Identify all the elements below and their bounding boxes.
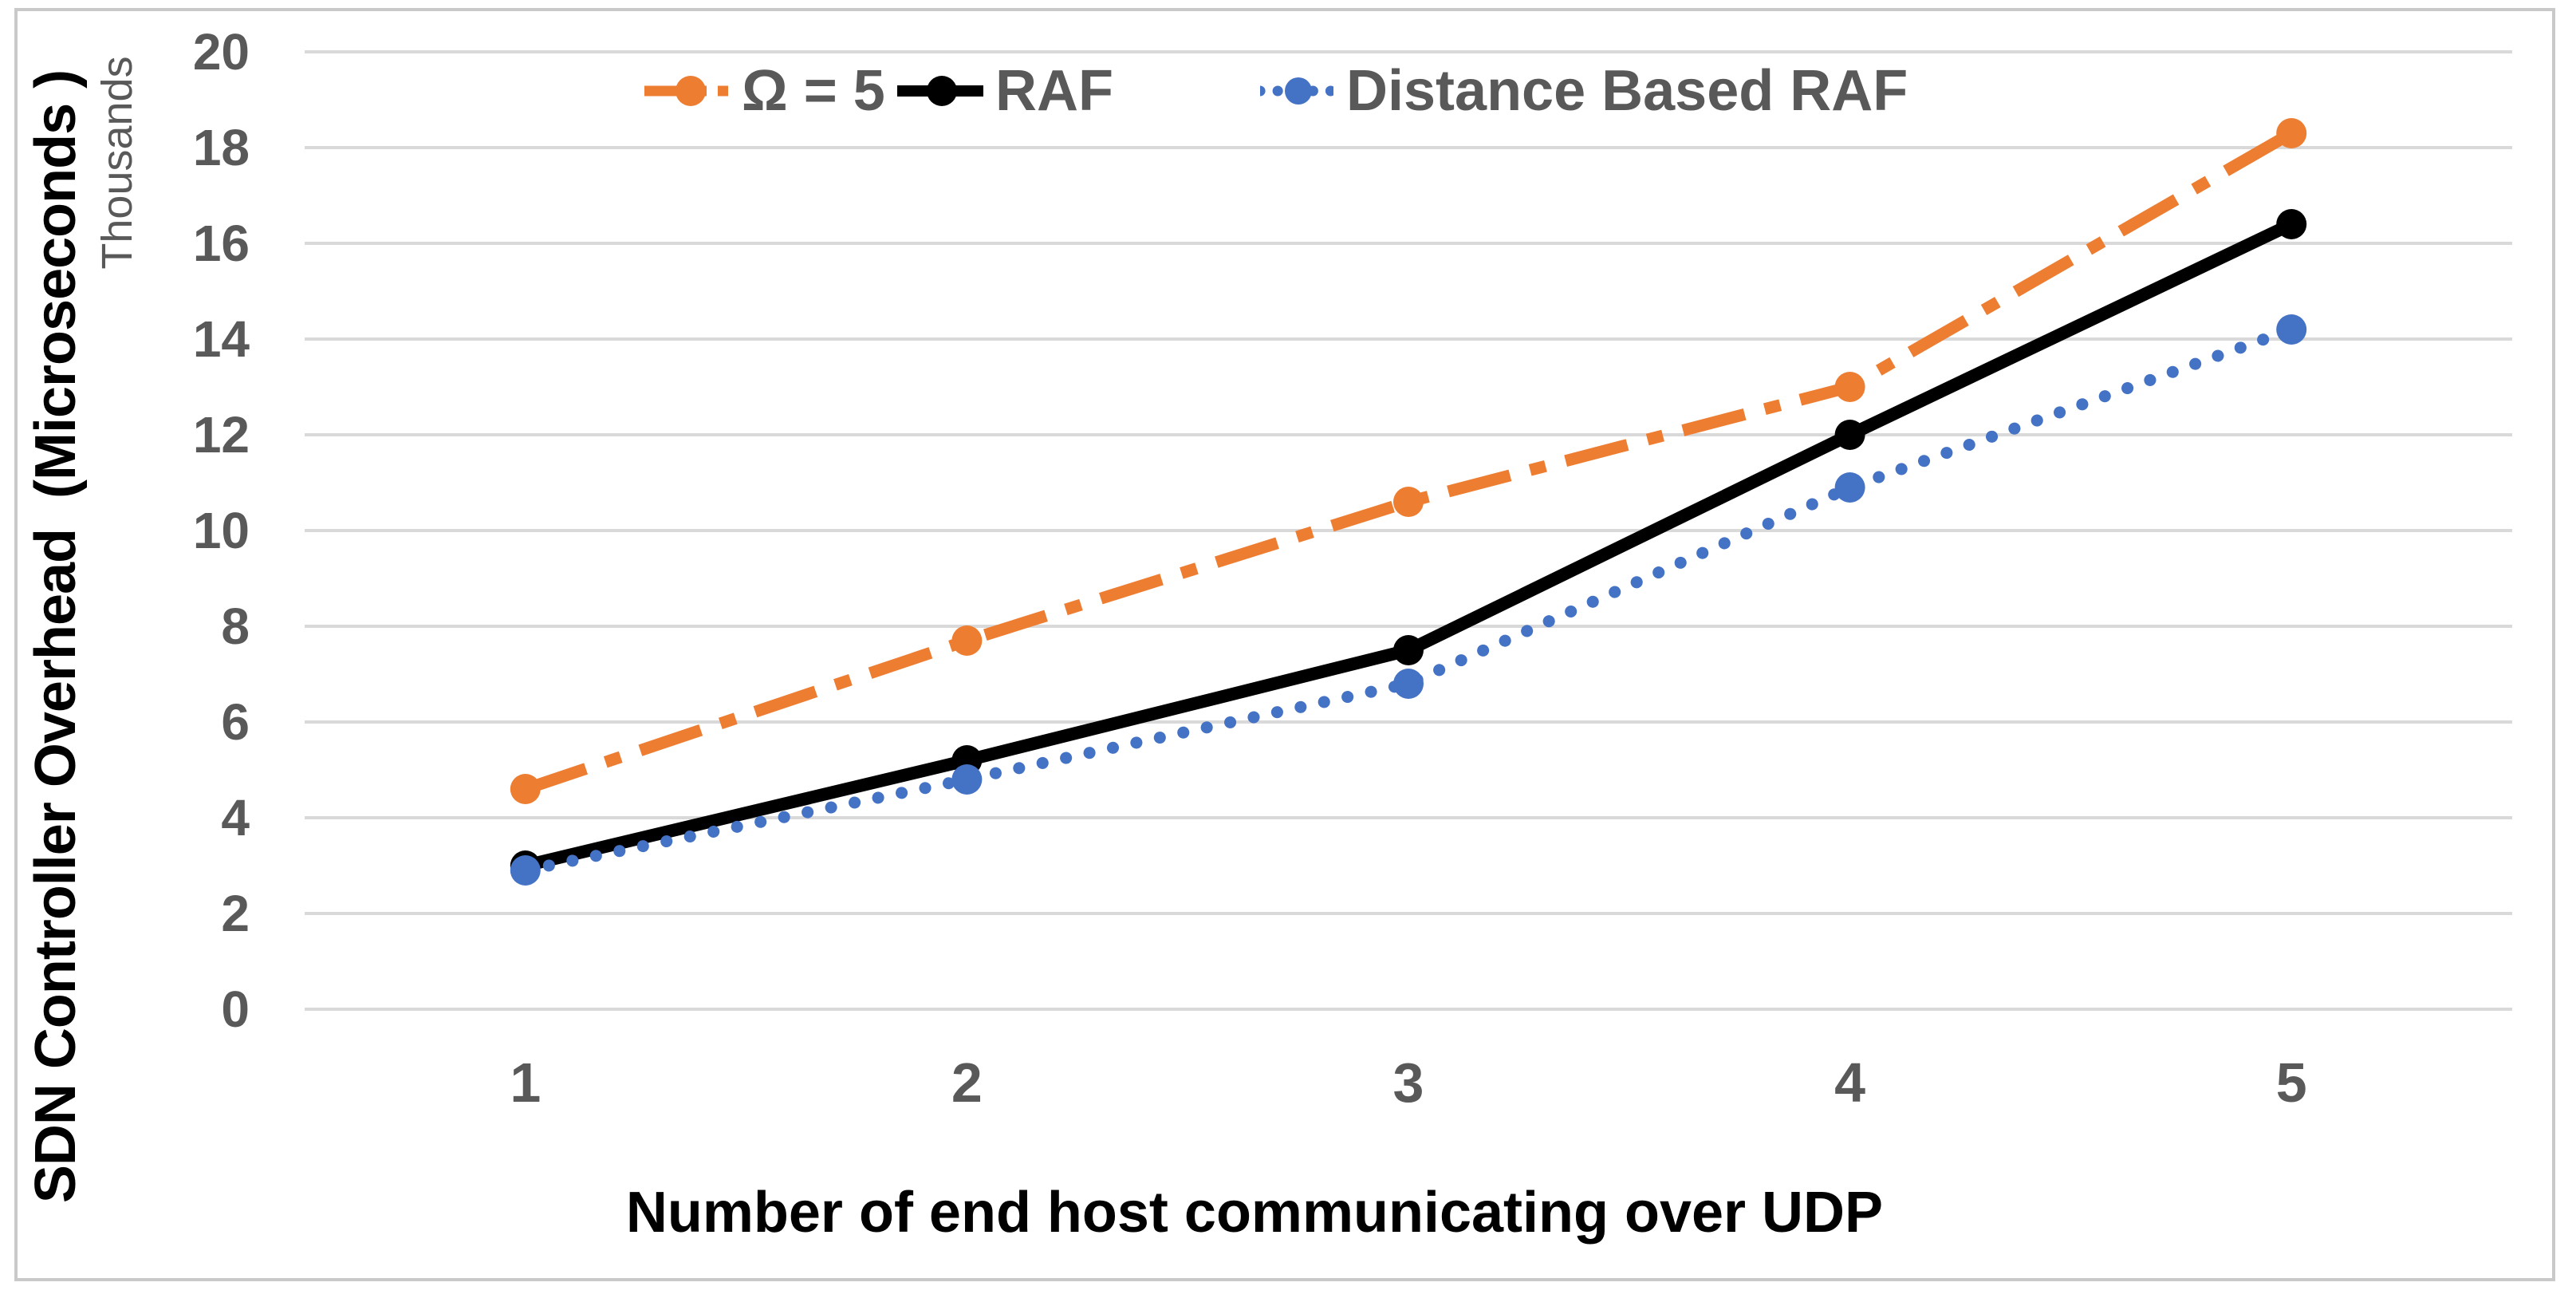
legend-item-omega-5: Ω = 5 [644, 62, 885, 120]
legend-label-omega-5: Ω = 5 [742, 59, 885, 123]
y-axis-title: SDN Controller Overhead (Microseconds ) [24, 69, 88, 1204]
x-axis-title: Number of end host communicating over UD… [625, 1181, 1884, 1245]
omega-5-line-sample-icon [644, 76, 734, 106]
legend-label-raf: RAF [995, 59, 1113, 123]
legend-item-distance-based-raf: Distance Based RAF [1260, 62, 1908, 120]
raf-line-sample-icon [897, 76, 983, 106]
legend-item-raf: RAF [897, 62, 1113, 120]
distance-based-raf-line-sample-icon [1260, 77, 1333, 105]
y-axis-units-label: Thousands [93, 56, 141, 270]
legend-label-distance-based-raf: Distance Based RAF [1346, 59, 1908, 123]
